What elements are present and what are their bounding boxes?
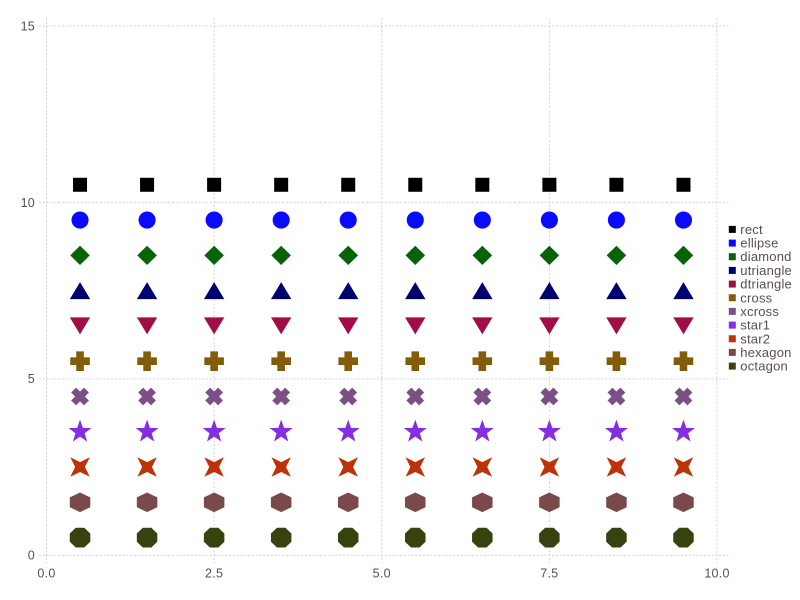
svg-text:octagon: octagon: [740, 359, 788, 374]
svg-text:5.0: 5.0: [373, 566, 391, 580]
svg-text:dtriangle: dtriangle: [740, 277, 792, 292]
svg-text:utriangle: utriangle: [740, 263, 792, 278]
svg-text:7.5: 7.5: [540, 566, 558, 580]
svg-text:0: 0: [28, 549, 35, 563]
svg-text:10: 10: [21, 196, 35, 210]
svg-text:diamond: diamond: [740, 249, 791, 264]
svg-text:5: 5: [28, 372, 35, 386]
svg-text:ellipse: ellipse: [740, 236, 778, 251]
svg-text:xcross: xcross: [740, 304, 779, 319]
svg-text:2.5: 2.5: [205, 566, 223, 580]
svg-text:cross: cross: [740, 290, 772, 305]
svg-text:0.0: 0.0: [37, 566, 55, 580]
svg-text:hexagon: hexagon: [740, 345, 791, 360]
svg-text:star2: star2: [740, 331, 770, 346]
svg-text:10.0: 10.0: [704, 566, 729, 580]
svg-text:star1: star1: [740, 318, 770, 333]
svg-text:rect: rect: [740, 222, 763, 237]
svg-text:15: 15: [21, 19, 35, 33]
